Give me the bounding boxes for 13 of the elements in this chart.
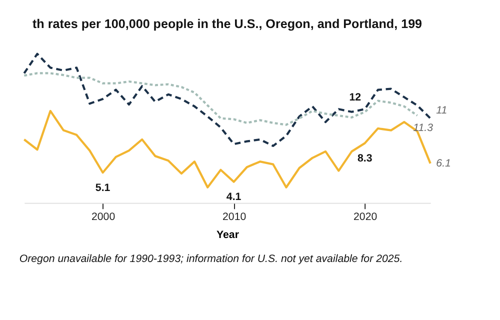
data-label: 11.3 (413, 122, 434, 134)
chart-title: th rates per 100,000 people in the U.S., Oregon, and Portland, 199 (32, 16, 422, 31)
x-tick-label: 2000 (91, 210, 116, 223)
x-axis-title: Year (216, 229, 239, 242)
text: Oregon unavailable for 1990-1993; information for U.S. not yet available for 2025. (19, 252, 403, 265)
data-label: 5.1 (95, 182, 110, 194)
x-tick-label: 2010 (222, 210, 246, 223)
x-tick-label: 2020 (354, 210, 378, 223)
data-label: 11 (436, 104, 448, 116)
data-label: 6.1 (436, 157, 452, 170)
data-label: 4.1 (226, 191, 242, 204)
data-label: 12 (349, 91, 362, 104)
data-label: 8.3 (357, 152, 372, 165)
